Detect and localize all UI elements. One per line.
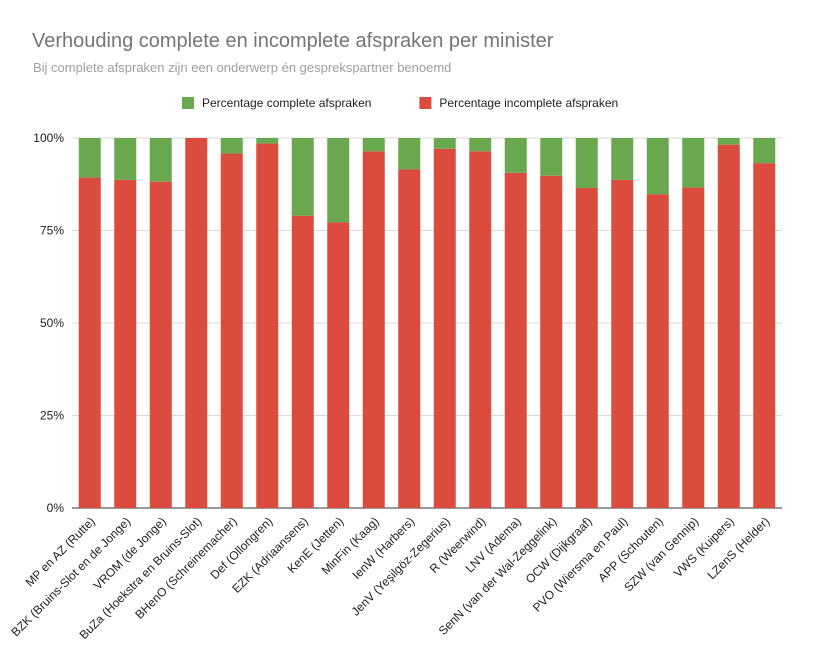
bar-incomplete bbox=[611, 179, 634, 508]
bar-complete bbox=[78, 138, 101, 178]
bar-incomplete bbox=[575, 187, 598, 508]
y-tick-label: 0% bbox=[47, 501, 65, 515]
bar-incomplete bbox=[220, 153, 243, 509]
bar-incomplete bbox=[291, 215, 314, 508]
bar-incomplete bbox=[78, 177, 101, 508]
y-tick-label: 100% bbox=[33, 131, 64, 145]
x-tick-label: LZenS (Helder) bbox=[704, 514, 772, 582]
bar-incomplete bbox=[149, 181, 172, 508]
bar-complete bbox=[256, 138, 279, 144]
bar-complete bbox=[327, 138, 350, 223]
bar-complete bbox=[114, 138, 137, 180]
bar-complete bbox=[504, 138, 527, 173]
bar-incomplete bbox=[469, 151, 492, 508]
bar-incomplete bbox=[682, 187, 705, 508]
bar-incomplete bbox=[540, 175, 563, 509]
bar-incomplete bbox=[114, 179, 137, 508]
y-tick-label: 75% bbox=[40, 224, 64, 238]
bar-complete bbox=[398, 138, 421, 170]
bar-complete bbox=[540, 138, 563, 176]
legend-swatch bbox=[182, 97, 194, 109]
bar-complete bbox=[469, 138, 492, 152]
y-tick-label: 50% bbox=[40, 316, 64, 330]
bar-incomplete bbox=[185, 138, 208, 508]
bar-complete bbox=[717, 138, 740, 145]
bar-complete bbox=[433, 138, 456, 149]
bar-incomplete bbox=[646, 194, 669, 509]
bar-incomplete bbox=[504, 172, 527, 508]
bar-complete bbox=[220, 138, 243, 154]
bar-incomplete bbox=[398, 169, 421, 508]
bar-incomplete bbox=[327, 222, 350, 509]
bar-complete bbox=[753, 138, 776, 164]
legend-label: Percentage incomplete afspraken bbox=[439, 96, 618, 110]
bar-incomplete bbox=[256, 143, 279, 509]
x-tick-label: Def (Ollongren) bbox=[207, 514, 275, 582]
bar-complete bbox=[682, 138, 705, 188]
chart-title: Verhouding complete en incomplete afspra… bbox=[32, 30, 554, 52]
bar-incomplete bbox=[717, 144, 740, 508]
bar-complete bbox=[611, 138, 634, 180]
y-tick-label: 25% bbox=[40, 409, 64, 423]
legend-label: Percentage complete afspraken bbox=[202, 96, 371, 110]
bar-complete bbox=[291, 138, 314, 216]
chart-subtitle: Bij complete afspraken zijn een onderwer… bbox=[33, 60, 452, 75]
bar-complete bbox=[362, 138, 385, 152]
bar-complete bbox=[149, 138, 172, 182]
legend-swatch bbox=[419, 97, 432, 109]
bar-incomplete bbox=[362, 151, 385, 508]
x-tick-label: IenW (Harbers) bbox=[349, 514, 417, 582]
bar-incomplete bbox=[753, 163, 776, 508]
bar-complete bbox=[575, 138, 598, 188]
bar-complete bbox=[646, 138, 669, 195]
bar-incomplete bbox=[433, 148, 456, 509]
